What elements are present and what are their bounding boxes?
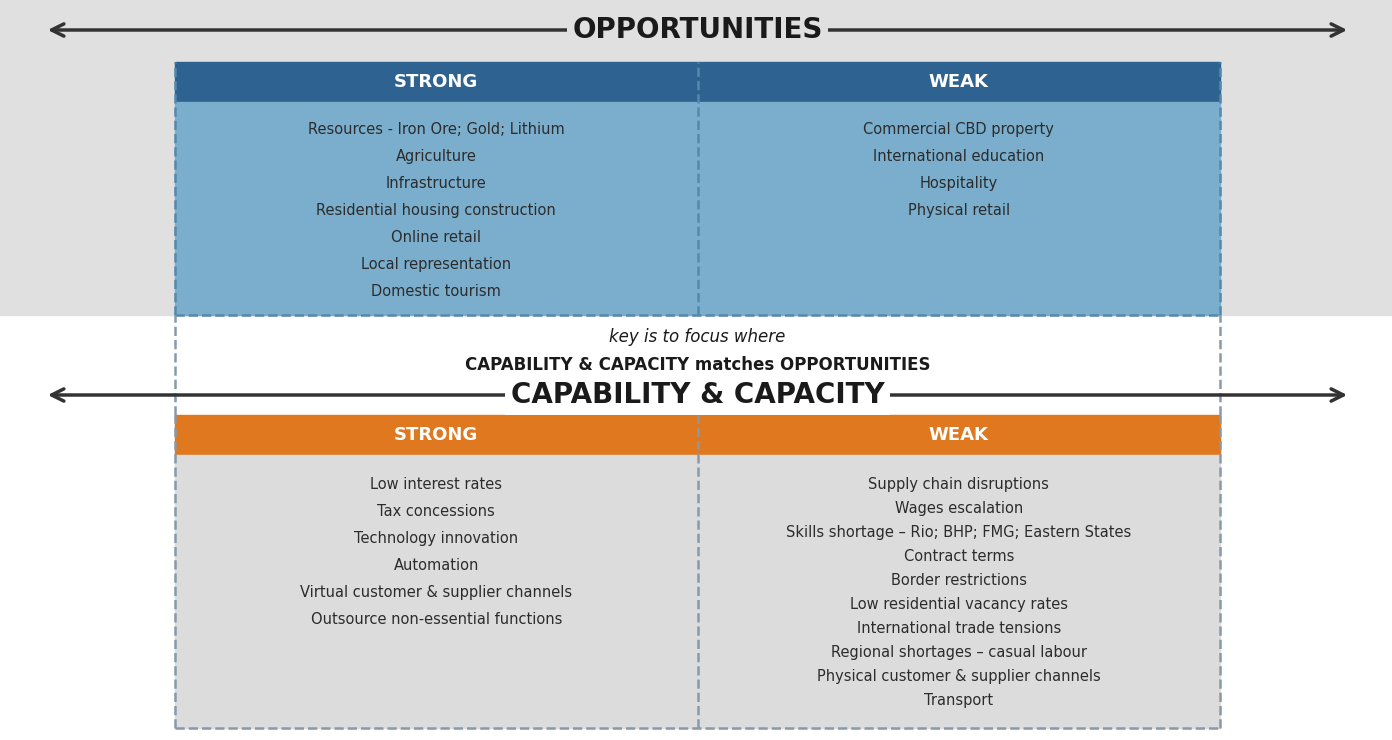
Text: Tax concessions: Tax concessions xyxy=(377,504,496,519)
Text: Physical customer & supplier channels: Physical customer & supplier channels xyxy=(817,669,1101,684)
Bar xyxy=(697,455,1219,728)
Text: Agriculture: Agriculture xyxy=(395,149,476,164)
Text: Low interest rates: Low interest rates xyxy=(370,477,503,492)
Text: Hospitality: Hospitality xyxy=(920,176,998,191)
Text: Online retail: Online retail xyxy=(391,230,482,245)
Text: Infrastructure: Infrastructure xyxy=(386,176,487,191)
Text: Commercial CBD property: Commercial CBD property xyxy=(863,122,1054,137)
Text: Virtual customer & supplier channels: Virtual customer & supplier channels xyxy=(301,585,572,600)
Text: Transport: Transport xyxy=(924,693,994,708)
Text: Physical retail: Physical retail xyxy=(908,203,1009,218)
Text: Regional shortages – casual labour: Regional shortages – casual labour xyxy=(831,645,1087,660)
Text: OPPORTUNITIES: OPPORTUNITIES xyxy=(572,16,823,44)
Text: Low residential vacancy rates: Low residential vacancy rates xyxy=(849,597,1068,612)
Text: key is to focus where: key is to focus where xyxy=(610,329,785,346)
Text: WEAK: WEAK xyxy=(928,426,988,444)
Text: STRONG: STRONG xyxy=(394,73,479,91)
Bar xyxy=(697,102,1219,315)
Text: CAPABILITY & CAPACITY: CAPABILITY & CAPACITY xyxy=(511,381,884,409)
Text: Contract terms: Contract terms xyxy=(903,549,1013,564)
Text: CAPABILITY & CAPACITY matches OPPORTUNITIES: CAPABILITY & CAPACITY matches OPPORTUNIT… xyxy=(465,355,930,374)
Text: Border restrictions: Border restrictions xyxy=(891,573,1027,588)
Text: Domestic tourism: Domestic tourism xyxy=(372,284,501,299)
Text: Wages escalation: Wages escalation xyxy=(895,501,1023,516)
Text: International trade tensions: International trade tensions xyxy=(856,621,1061,636)
Text: Automation: Automation xyxy=(394,558,479,573)
Text: Local representation: Local representation xyxy=(361,257,511,272)
Bar xyxy=(175,415,1219,455)
Bar xyxy=(0,0,1392,315)
Bar xyxy=(175,62,1219,102)
Text: STRONG: STRONG xyxy=(394,426,479,444)
Bar xyxy=(175,455,697,728)
Text: WEAK: WEAK xyxy=(928,73,988,91)
Text: Resources - Iron Ore; Gold; Lithium: Resources - Iron Ore; Gold; Lithium xyxy=(308,122,565,137)
Text: Skills shortage – Rio; BHP; FMG; Eastern States: Skills shortage – Rio; BHP; FMG; Eastern… xyxy=(786,525,1132,540)
Bar xyxy=(175,102,697,315)
Text: Technology innovation: Technology innovation xyxy=(354,531,518,546)
Text: International education: International education xyxy=(873,149,1044,164)
Text: Supply chain disruptions: Supply chain disruptions xyxy=(869,477,1050,492)
Text: Outsource non-essential functions: Outsource non-essential functions xyxy=(310,612,562,627)
Text: Residential housing construction: Residential housing construction xyxy=(316,203,557,218)
